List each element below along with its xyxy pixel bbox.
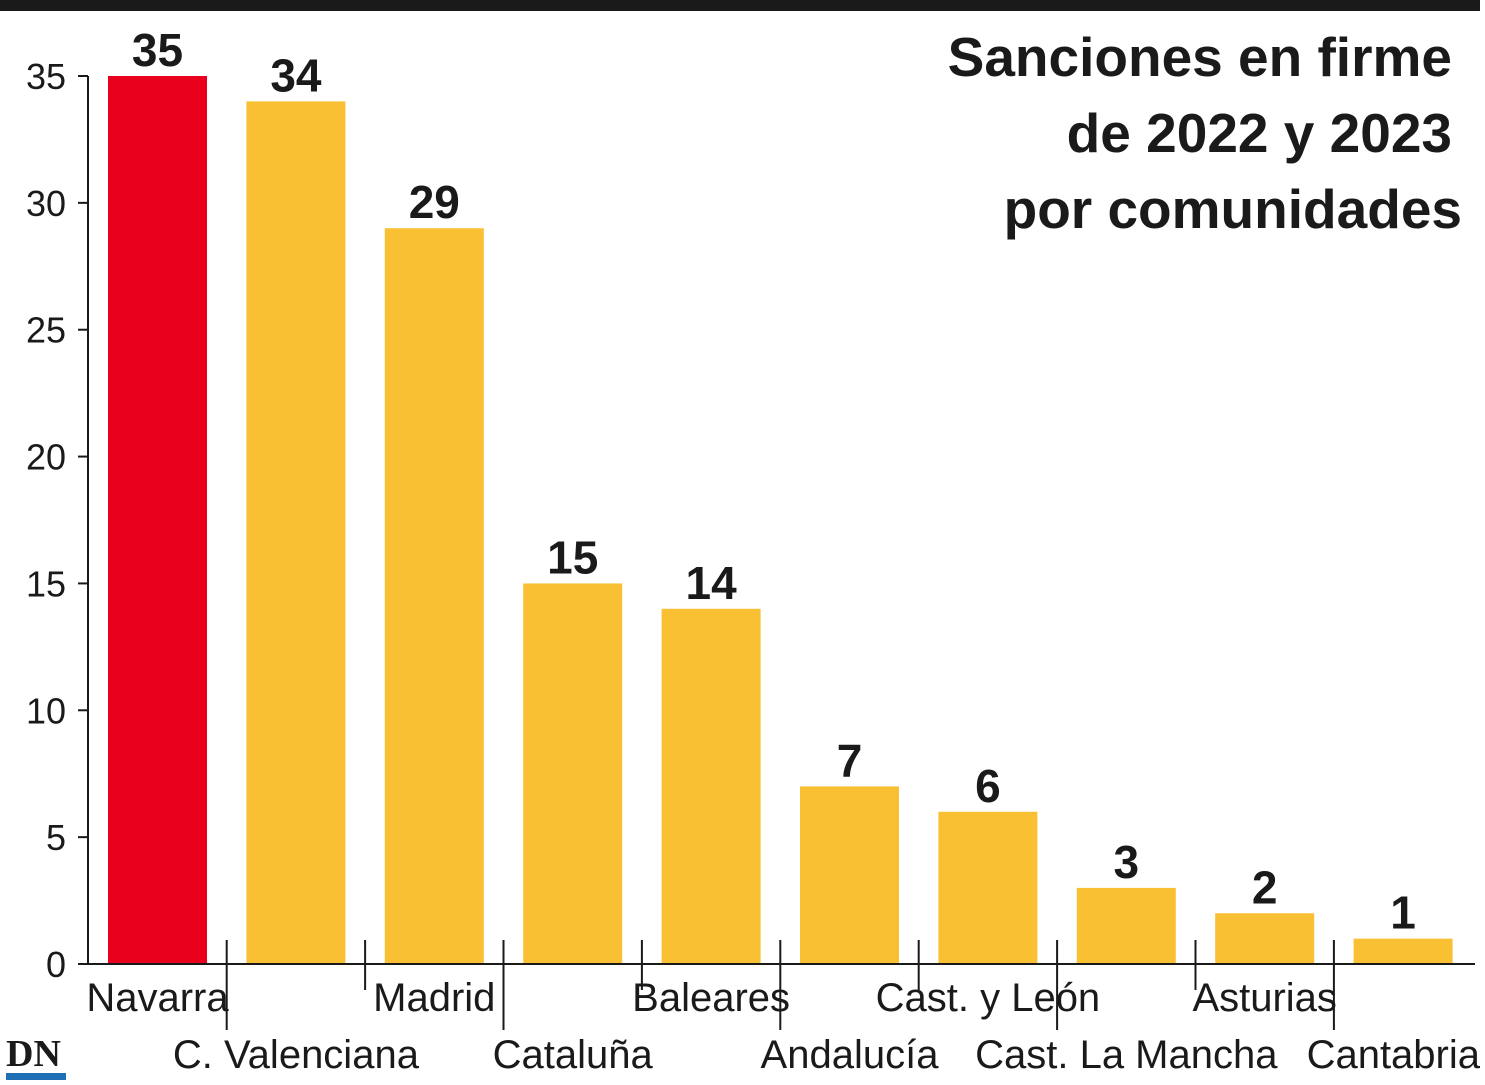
bar-8 bbox=[1215, 913, 1315, 964]
category-label-2: Madrid bbox=[373, 976, 495, 1020]
title-line-3: por comunidades bbox=[1004, 178, 1462, 240]
logo-text: DN bbox=[6, 1033, 61, 1075]
logo-underline bbox=[6, 1073, 66, 1080]
bar-5 bbox=[800, 786, 899, 964]
bars bbox=[108, 76, 1453, 964]
y-tick-label: 20 bbox=[26, 437, 66, 478]
category-label-6: Cast. y León bbox=[876, 976, 1101, 1020]
y-tick-label: 15 bbox=[26, 563, 66, 604]
y-tick-label: 5 bbox=[46, 817, 66, 858]
x-axis bbox=[88, 940, 1475, 1030]
value-label-1: 34 bbox=[270, 49, 322, 101]
bar-2 bbox=[384, 228, 484, 964]
value-label-9: 1 bbox=[1390, 887, 1416, 939]
y-tick-label: 0 bbox=[46, 944, 66, 985]
y-tick-label: 25 bbox=[26, 310, 66, 351]
bar-3 bbox=[523, 583, 623, 964]
category-label-8: Asturias bbox=[1192, 976, 1337, 1020]
value-label-7: 3 bbox=[1114, 836, 1140, 888]
chart-title: Sanciones en firme de 2022 y 2023 por co… bbox=[948, 26, 1462, 240]
value-label-5: 7 bbox=[837, 734, 863, 786]
bar-0 bbox=[108, 76, 207, 964]
y-tick-label: 30 bbox=[26, 183, 66, 224]
y-tick-label: 10 bbox=[26, 690, 66, 731]
title-line-2: de 2022 y 2023 bbox=[1067, 102, 1452, 164]
bar-1 bbox=[246, 101, 346, 964]
category-labels: Navarra C. Valenciana Madrid Cataluña Balear… bbox=[86, 976, 1480, 1077]
value-label-0: 35 bbox=[132, 24, 183, 76]
bar-6 bbox=[938, 811, 1038, 964]
category-label-0: Navarra bbox=[86, 976, 229, 1020]
bar-7 bbox=[1076, 887, 1176, 964]
value-label-4: 14 bbox=[686, 557, 738, 609]
category-label-3: Cataluña bbox=[493, 1033, 654, 1077]
y-tick-label: 35 bbox=[26, 56, 66, 97]
value-label-8: 2 bbox=[1252, 861, 1278, 913]
bar-9 bbox=[1353, 938, 1453, 964]
category-label-4: Baleares bbox=[632, 976, 790, 1020]
category-label-9: Cantabria bbox=[1307, 1033, 1481, 1077]
category-label-7: Cast. La Mancha bbox=[975, 1033, 1278, 1077]
title-line-1: Sanciones en firme bbox=[948, 26, 1452, 88]
value-label-6: 6 bbox=[975, 760, 1001, 812]
category-label-5: Andalucía bbox=[761, 1033, 940, 1077]
value-labels: 35 34 29 15 14 7 6 3 2 1 bbox=[132, 24, 1416, 939]
value-label-2: 29 bbox=[409, 176, 460, 228]
y-axis: 0 5 10 15 20 25 30 35 bbox=[26, 56, 89, 985]
category-label-1: C. Valenciana bbox=[173, 1033, 420, 1077]
dn-logo: DN bbox=[6, 1033, 66, 1080]
top-rule bbox=[0, 0, 1480, 11]
bar-4 bbox=[661, 608, 761, 964]
value-label-3: 15 bbox=[547, 531, 598, 583]
